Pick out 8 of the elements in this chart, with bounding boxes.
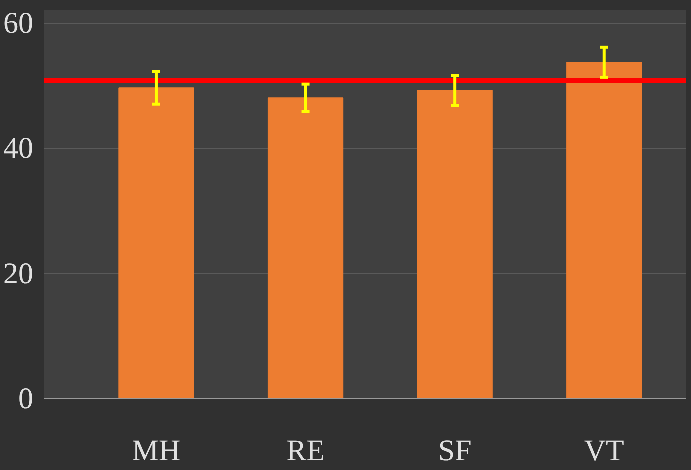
x-tick-label: RE (286, 434, 325, 468)
y-tick-label: 20 (4, 257, 34, 290)
x-tick-label: MH (132, 434, 181, 468)
y-tick-label: 40 (4, 132, 34, 166)
x-tick-label: SF (438, 434, 472, 468)
x-tick-label: VT (584, 434, 624, 468)
y-tick-label: 60 (4, 7, 34, 40)
y-tick-label: 0 (18, 382, 34, 416)
